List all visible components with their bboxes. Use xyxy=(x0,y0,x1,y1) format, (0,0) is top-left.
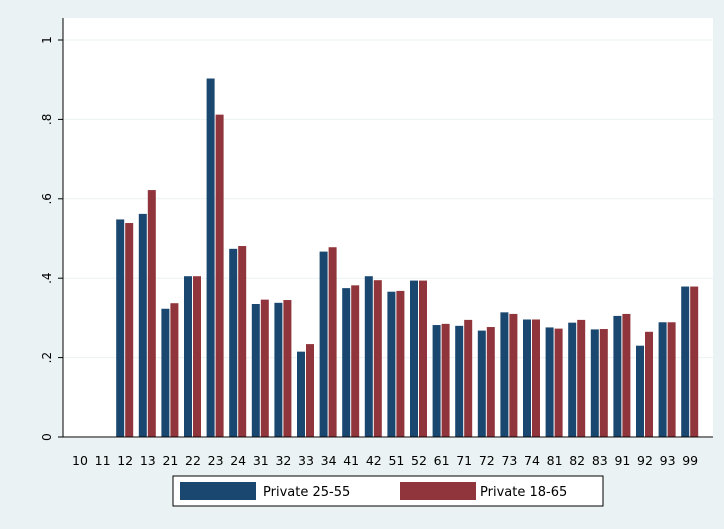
bar-private-25-55-83 xyxy=(591,329,599,437)
bar-private-25-55-81 xyxy=(546,327,554,437)
x-tick-label: 13 xyxy=(140,453,156,468)
x-tick-label: 23 xyxy=(208,453,224,468)
bar-private-25-55-73 xyxy=(500,312,508,437)
bar-private-25-55-91 xyxy=(613,316,621,437)
bar-private-18-65-32 xyxy=(283,300,291,437)
bar-private-25-55-31 xyxy=(252,304,260,437)
bar-private-18-65-42 xyxy=(374,280,382,437)
bar-private-25-55-41 xyxy=(342,288,350,437)
bar-private-25-55-71 xyxy=(455,326,463,437)
bar-private-25-55-23 xyxy=(207,79,215,437)
x-tick-label: 31 xyxy=(253,453,269,468)
x-tick-label: 91 xyxy=(614,453,630,468)
bar-private-18-65-52 xyxy=(419,281,427,437)
x-tick-label: 11 xyxy=(95,453,111,468)
bar-private-25-55-21 xyxy=(161,309,169,437)
bar-private-25-55-72 xyxy=(478,331,486,437)
x-tick-label: 22 xyxy=(185,453,201,468)
x-tick-label: 61 xyxy=(434,453,450,468)
bar-private-25-55-51 xyxy=(387,292,395,437)
x-tick-label: 51 xyxy=(388,453,404,468)
x-tick-label: 83 xyxy=(592,453,608,468)
bar-private-18-65-31 xyxy=(261,300,269,437)
x-tick-label: 41 xyxy=(343,453,359,468)
bar-private-25-55-33 xyxy=(297,352,305,437)
legend: Private 25-55 Private 18-65 xyxy=(173,476,603,506)
bar-private-25-55-82 xyxy=(568,323,576,437)
bar-private-18-65-92 xyxy=(645,332,653,437)
x-tick-label: 81 xyxy=(547,453,563,468)
bar-private-25-55-13 xyxy=(139,214,147,437)
bar-private-25-55-34 xyxy=(320,252,328,437)
x-tick-label: 33 xyxy=(298,453,314,468)
x-tick-label: 71 xyxy=(456,453,472,468)
bar-private-18-65-22 xyxy=(193,276,201,437)
bar-private-25-55-93 xyxy=(659,322,667,437)
bar-private-25-55-22 xyxy=(184,276,192,437)
x-tick-label: 99 xyxy=(682,453,698,468)
x-tick-label: 21 xyxy=(162,453,178,468)
legend-swatch-private-18-65 xyxy=(400,482,476,500)
bar-private-18-65-33 xyxy=(306,344,314,437)
bar-private-18-65-83 xyxy=(600,329,608,437)
bar-private-18-65-72 xyxy=(487,327,495,437)
bar-private-25-55-74 xyxy=(523,319,531,437)
bar-private-18-65-13 xyxy=(148,190,156,437)
x-tick-label: 82 xyxy=(569,453,585,468)
bar-private-18-65-51 xyxy=(396,291,404,437)
bar-private-18-65-99 xyxy=(690,287,698,437)
legend-swatch-private-25-55 xyxy=(180,482,256,500)
bar-private-25-55-32 xyxy=(274,303,282,437)
y-tick-label: .6 xyxy=(40,193,54,204)
x-tick-label: 93 xyxy=(660,453,676,468)
bar-private-25-55-99 xyxy=(681,287,689,437)
bar-private-18-65-91 xyxy=(622,314,630,437)
x-tick-label: 24 xyxy=(230,453,246,468)
bar-private-25-55-61 xyxy=(433,325,441,437)
legend-label-private-18-65: Private 18-65 xyxy=(480,485,567,500)
x-tick-label: 73 xyxy=(501,453,517,468)
bar-private-25-55-42 xyxy=(365,276,373,437)
bar-private-18-65-73 xyxy=(509,314,517,437)
x-tick-label: 10 xyxy=(72,453,88,468)
bar-private-18-65-61 xyxy=(442,324,450,437)
bar-private-25-55-52 xyxy=(410,281,418,437)
y-tick-label: .2 xyxy=(40,352,54,363)
x-tick-label: 32 xyxy=(275,453,291,468)
x-tick-label: 34 xyxy=(321,453,337,468)
y-tick-label: 0 xyxy=(40,433,54,441)
y-tick-label: 1 xyxy=(40,36,54,44)
x-tick-label: 52 xyxy=(411,453,427,468)
bar-private-18-65-34 xyxy=(329,247,337,437)
x-tick-label: 74 xyxy=(524,453,540,468)
bar-private-18-65-23 xyxy=(216,115,224,437)
y-tick-label: .4 xyxy=(40,272,54,283)
bar-private-18-65-93 xyxy=(668,322,676,437)
bar-private-25-55-12 xyxy=(116,219,124,437)
y-tick-label: .8 xyxy=(40,114,54,125)
bar-private-25-55-24 xyxy=(229,249,237,437)
bar-private-18-65-74 xyxy=(532,319,540,437)
x-tick-label: 12 xyxy=(117,453,133,468)
bar-private-18-65-12 xyxy=(125,223,133,437)
bar-private-18-65-82 xyxy=(577,320,585,437)
x-tick-label: 42 xyxy=(366,453,382,468)
legend-label-private-25-55: Private 25-55 xyxy=(263,485,350,500)
bar-private-25-55-92 xyxy=(636,346,644,437)
bar-private-18-65-81 xyxy=(555,329,563,437)
x-tick-label: 72 xyxy=(479,453,495,468)
bar-private-18-65-71 xyxy=(464,320,472,437)
x-tick-label: 92 xyxy=(637,453,653,468)
bar-private-18-65-24 xyxy=(238,246,246,437)
bar-private-18-65-21 xyxy=(170,303,178,437)
bar-private-18-65-41 xyxy=(351,285,359,437)
